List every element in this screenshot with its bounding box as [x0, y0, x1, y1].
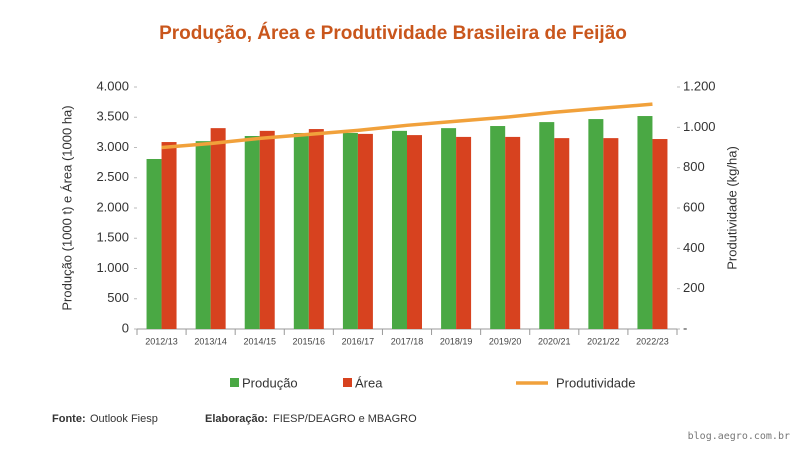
bar — [490, 126, 506, 330]
line — [161, 102, 653, 150]
y2-tick-label: 400 — [683, 240, 705, 255]
x-tick-label: 2019/20 — [489, 336, 522, 346]
x-tick-label: 2012/13 — [145, 336, 178, 346]
source-label: Fonte: — [52, 413, 86, 425]
bar — [146, 158, 162, 329]
y2-tick-label: - — [683, 320, 687, 335]
x-tick-label: 2015/16 — [293, 336, 326, 346]
bar — [342, 132, 358, 329]
legend-label: Área — [355, 375, 383, 390]
bar — [539, 122, 555, 329]
bar — [161, 142, 177, 329]
y-tick-label: 4.000 — [96, 78, 129, 93]
y2-axis-title: Produtividade (kg/ha) — [724, 146, 739, 270]
y-tick-label: 3.500 — [96, 109, 129, 124]
y-tick-label: 3.000 — [96, 139, 129, 154]
credit: FIESP/DEAGRO e MBAGRO — [273, 413, 417, 425]
y-tick-label: 2.000 — [96, 199, 129, 214]
x-tick-label: 2016/17 — [342, 336, 375, 346]
bar — [588, 119, 604, 329]
legend-swatch — [343, 378, 352, 387]
bar — [392, 130, 407, 329]
y2-tick-label: 1.200 — [683, 78, 716, 93]
bar — [195, 141, 211, 329]
x-tick-label: 2022/23 — [636, 336, 669, 346]
legend-swatch — [230, 378, 239, 387]
bar — [637, 116, 653, 329]
watermark: blog.aegro.com.br — [688, 431, 790, 442]
y2-tick-label: 600 — [683, 199, 705, 214]
bar — [505, 136, 521, 329]
x-tick-label: 2014/15 — [243, 336, 276, 346]
y-tick-label: 1.000 — [96, 260, 129, 275]
y-tick-label: 2.500 — [96, 169, 129, 184]
x-tick-label: 2018/19 — [440, 336, 473, 346]
legend-label: Produtividade — [556, 375, 636, 390]
bar — [357, 133, 373, 329]
y2-tick-label: 1.000 — [683, 119, 716, 134]
source: Outlook Fiesp — [90, 413, 158, 425]
bar — [441, 128, 457, 329]
bar — [456, 136, 472, 329]
x-tick-label: 2020/21 — [538, 336, 571, 346]
bar — [554, 138, 570, 329]
y-axis-title: Produção (1000 t) e Área (1000 ha) — [59, 105, 74, 310]
bar — [259, 130, 275, 329]
y2-tick-label: 200 — [683, 280, 705, 295]
legend-label: Produção — [242, 375, 298, 390]
y-tick-label: 0 — [122, 320, 129, 335]
y-tick-label: 500 — [107, 290, 129, 305]
bar — [244, 136, 260, 329]
chart-title: Produção, Área e Produtividade Brasileir… — [159, 22, 627, 44]
bar — [293, 132, 309, 329]
bar — [652, 139, 668, 329]
bar — [210, 128, 226, 329]
y-tick-label: 1.500 — [96, 230, 129, 245]
y2-tick-label: 800 — [683, 159, 705, 174]
bar — [308, 129, 324, 329]
bar — [603, 138, 619, 329]
x-tick-label: 2021/22 — [587, 336, 620, 346]
x-tick-label: 2017/18 — [391, 336, 424, 346]
credit-label: Elaboração: — [205, 413, 268, 425]
x-tick-label: 2013/14 — [194, 336, 227, 346]
bar — [407, 135, 422, 329]
